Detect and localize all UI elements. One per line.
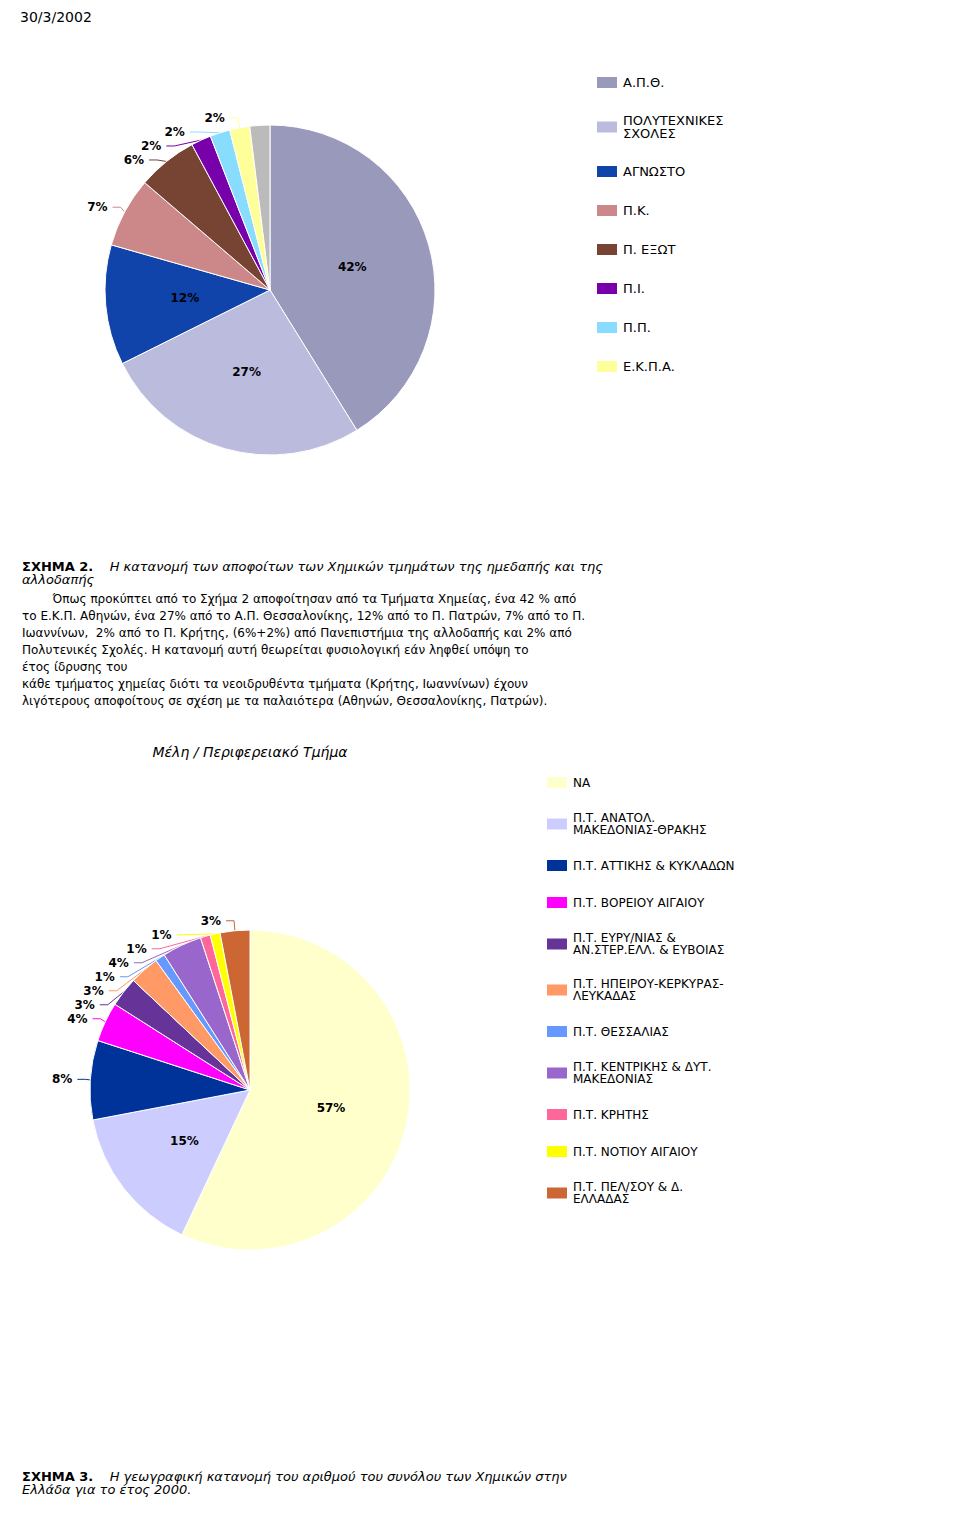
svg-text:Π.Τ. ΒΟΡΕΙΟΥ ΑΙΓΑΙΟΥ: Π.Τ. ΒΟΡΕΙΟΥ ΑΙΓΑΙΟΥ bbox=[573, 896, 705, 910]
svg-text:Ιωαννίνων, 2% από το Π. Κρήτη: Ιωαννίνων, 2% από το Π. Κρήτης, (6%+2%) … bbox=[22, 626, 576, 640]
svg-text:Π.Τ. ΑΝΑΤΟΛ.: Π.Τ. ΑΝΑΤΟΛ. bbox=[573, 811, 655, 825]
svg-text:Π.Τ. ΘΕΣΣΑΛΙΑΣ: Π.Τ. ΘΕΣΣΑΛΙΑΣ bbox=[573, 1025, 669, 1039]
svg-text:15%: 15% bbox=[170, 1134, 199, 1148]
svg-text:ΠΟΛΥΤΕΧΝΙΚΕΣ: ΠΟΛΥΤΕΧΝΙΚΕΣ bbox=[623, 113, 724, 128]
svg-text:Π.Τ. ΚΡΗΤΗΣ: Π.Τ. ΚΡΗΤΗΣ bbox=[573, 1108, 649, 1122]
svg-text:7%: 7% bbox=[87, 200, 107, 214]
svg-text:έτος ίδρυσης του: έτος ίδρυσης του bbox=[22, 660, 128, 674]
svg-text:Η κατανομή των αποφοίτων των Χ: Η κατανομή των αποφοίτων των Χημικών τμη… bbox=[106, 559, 607, 574]
svg-text:ΣΧΟΛΕΣ: ΣΧΟΛΕΣ bbox=[623, 126, 676, 141]
svg-text:Π.Π.: Π.Π. bbox=[623, 320, 651, 335]
svg-text:Πολυτενικές Σχολές. Η κατανομή: Πολυτενικές Σχολές. Η κατανομή αυτή θεωρ… bbox=[22, 643, 532, 657]
svg-text:27%: 27% bbox=[232, 365, 261, 379]
svg-text:Π.Ι.: Π.Ι. bbox=[623, 281, 645, 296]
svg-text:ΝΑ: ΝΑ bbox=[573, 776, 591, 790]
svg-text:Η γεωγραφική κατανομή του αριθ: Η γεωγραφική κατανομή του αριθμού του συ… bbox=[105, 1469, 571, 1484]
svg-text:42%: 42% bbox=[338, 260, 367, 274]
svg-text:κάθε τμήματος χημείας διότι τα: κάθε τμήματος χημείας διότι τα νεοιδρυθέ… bbox=[22, 677, 532, 691]
svg-text:57%: 57% bbox=[317, 1101, 346, 1115]
svg-text:Π.Τ. ΝΟΤΙΟΥ ΑΙΓΑΙΟΥ: Π.Τ. ΝΟΤΙΟΥ ΑΙΓΑΙΟΥ bbox=[573, 1145, 698, 1159]
svg-text:ΕΛΛΑΔΑΣ: ΕΛΛΑΔΑΣ bbox=[573, 1192, 629, 1206]
svg-text:λιγότερους αποφοίτους σε σχέση: λιγότερους αποφοίτους σε σχέση με τα παλ… bbox=[22, 694, 547, 708]
svg-text:Ελλάδα για το έτος 2000.: Ελλάδα για το έτος 2000. bbox=[22, 1482, 191, 1497]
svg-text:Π.Κ.: Π.Κ. bbox=[623, 203, 650, 218]
svg-text:1%: 1% bbox=[151, 928, 171, 942]
svg-text:30/3/2002: 30/3/2002 bbox=[20, 9, 92, 25]
svg-text:Α.Π.Θ.: Α.Π.Θ. bbox=[623, 75, 664, 90]
svg-text:3%: 3% bbox=[83, 984, 103, 998]
svg-text:4%: 4% bbox=[67, 1012, 87, 1026]
svg-text:Μέλη / Περιφερειακό Τμήμα: Μέλη / Περιφερειακό Τμήμα bbox=[152, 744, 348, 760]
svg-text:Π.Τ. ΚΕΝΤΡΙΚΗΣ & ΔΥΤ.: Π.Τ. ΚΕΝΤΡΙΚΗΣ & ΔΥΤ. bbox=[573, 1060, 712, 1074]
svg-text:Π.Τ. ΠΕΛ/ΣΟΥ & Δ.: Π.Τ. ΠΕΛ/ΣΟΥ & Δ. bbox=[573, 1180, 683, 1194]
svg-text:2%: 2% bbox=[141, 139, 161, 153]
svg-text:ΑΝ.ΣΤΕΡ.ΕΛΛ. & ΕΥΒΟΙΑΣ: ΑΝ.ΣΤΕΡ.ΕΛΛ. & ΕΥΒΟΙΑΣ bbox=[573, 943, 724, 957]
svg-text:Π. ΕΞΩΤ: Π. ΕΞΩΤ bbox=[623, 242, 675, 257]
svg-text:ΣΧΗΜΑ 3.: ΣΧΗΜΑ 3. bbox=[22, 1469, 94, 1484]
svg-text:3%: 3% bbox=[201, 914, 221, 928]
svg-text:1%: 1% bbox=[95, 970, 115, 984]
svg-text:ΜΑΚΕΔΟΝΙΑΣ-ΘΡΑΚΗΣ: ΜΑΚΕΔΟΝΙΑΣ-ΘΡΑΚΗΣ bbox=[573, 823, 707, 837]
svg-text:6%: 6% bbox=[124, 153, 144, 167]
svg-text:2%: 2% bbox=[165, 125, 185, 139]
svg-text:αλλοδαπής: αλλοδαπής bbox=[22, 572, 94, 587]
svg-text:Όπως προκύπτει από το Σχήμα 2: Όπως προκύπτει από το Σχήμα 2 αποφοίτησα… bbox=[22, 592, 580, 606]
svg-text:Π.Τ. ΑΤΤΙΚΗΣ & ΚΥΚΛΑΔΩΝ: Π.Τ. ΑΤΤΙΚΗΣ & ΚΥΚΛΑΔΩΝ bbox=[573, 859, 735, 873]
svg-text:Ε.Κ.Π.Α.: Ε.Κ.Π.Α. bbox=[623, 359, 675, 374]
svg-text:το Ε.Κ.Π. Αθηνών, ένα 27% από: το Ε.Κ.Π. Αθηνών, ένα 27% από το Α.Π. Θε… bbox=[22, 609, 585, 623]
svg-text:4%: 4% bbox=[108, 956, 128, 970]
svg-text:Π.Τ. ΕΥΡΥ/ΝΙΑΣ &: Π.Τ. ΕΥΡΥ/ΝΙΑΣ & bbox=[573, 931, 676, 945]
svg-text:Π.Τ. ΗΠΕΙΡΟΥ-ΚΕΡΚΥΡΑΣ-: Π.Τ. ΗΠΕΙΡΟΥ-ΚΕΡΚΥΡΑΣ- bbox=[573, 977, 724, 991]
svg-text:1%: 1% bbox=[126, 942, 146, 956]
svg-text:2%: 2% bbox=[204, 111, 224, 125]
svg-text:ΣΧΗΜΑ 2.: ΣΧΗΜΑ 2. bbox=[22, 559, 94, 574]
svg-text:3%: 3% bbox=[74, 998, 94, 1012]
svg-text:ΜΑΚΕΔΟΝΙΑΣ: ΜΑΚΕΔΟΝΙΑΣ bbox=[573, 1072, 653, 1086]
svg-text:12%: 12% bbox=[170, 291, 199, 305]
svg-text:ΛΕΥΚΑΔΑΣ: ΛΕΥΚΑΔΑΣ bbox=[573, 989, 636, 1003]
svg-text:ΑΓΝΩΣΤΟ: ΑΓΝΩΣΤΟ bbox=[623, 164, 685, 179]
svg-text:8%: 8% bbox=[52, 1072, 72, 1086]
